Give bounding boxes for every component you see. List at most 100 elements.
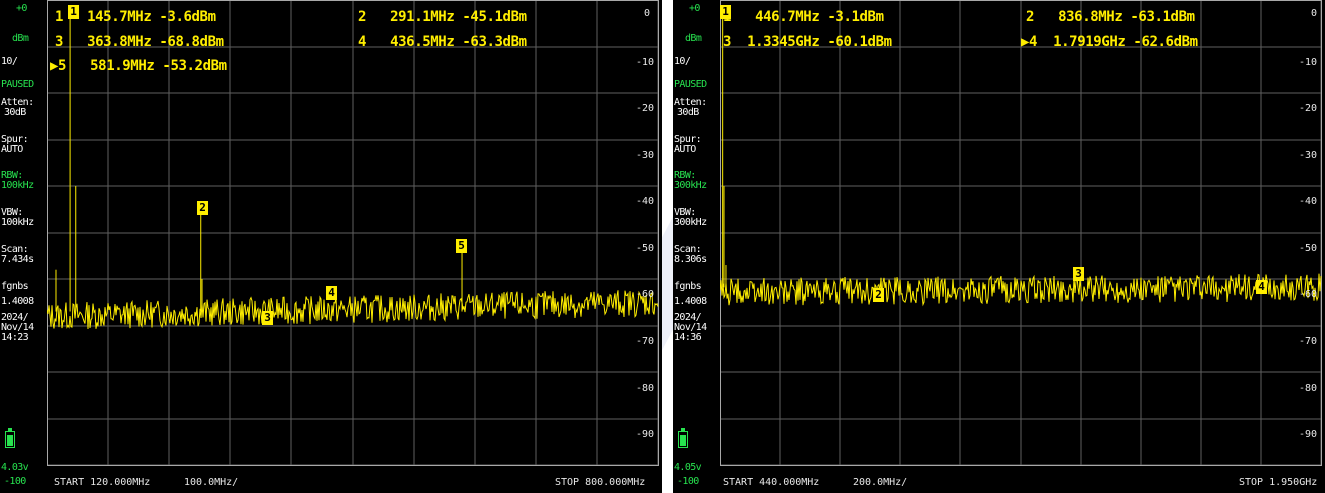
trace-marker-4[interactable]: 4 xyxy=(326,286,337,300)
date-year: 2024/ xyxy=(1,312,29,323)
date-month-day: Nov/14 xyxy=(674,322,707,333)
trace-marker-2[interactable]: 2 xyxy=(873,288,884,302)
start-frequency[interactable]: START 440.000MHz xyxy=(723,477,820,488)
marker-frequency: 1.7919GHz xyxy=(1053,34,1126,50)
spectrum-plot[interactable] xyxy=(47,0,659,466)
marker-readout-2[interactable]: 2 836.8MHz -63.1dBm xyxy=(1026,9,1195,25)
trace-marker-1[interactable]: 1 xyxy=(720,5,731,19)
marker-frequency: 581.9MHz xyxy=(90,58,155,74)
marker-readout-3[interactable]: 3 1.3345GHz -60.1dBm xyxy=(723,34,892,50)
atten-label[interactable]: Atten: xyxy=(674,97,707,108)
spur-label[interactable]: Spur: xyxy=(1,134,29,145)
marker-level: -60.1dBm xyxy=(827,34,892,50)
scan-value: 8.306s xyxy=(674,254,707,265)
scale-per-div[interactable]: 10/ xyxy=(674,56,691,67)
pause-status[interactable]: PAUSED xyxy=(674,79,707,90)
ref-level[interactable]: +0 xyxy=(16,3,27,14)
marker-readout-4[interactable]: ▶4 1.7919GHz -62.6dBm xyxy=(1021,34,1198,50)
db-scale-label: -90 xyxy=(1298,429,1317,440)
trace-marker-5[interactable]: 5 xyxy=(456,239,467,253)
marker-level: -53.2dBm xyxy=(162,58,227,74)
stop-frequency[interactable]: STOP 800.000MHz xyxy=(555,477,646,488)
marker-readout-1[interactable]: 1 446.7MHz -3.1dBm xyxy=(723,9,884,25)
spectrum-screen-left: +0 dBm 10/ PAUSED Atten: 30dB Spur: AUTO… xyxy=(0,0,662,493)
ref-unit: dBm xyxy=(685,33,702,44)
atten-label[interactable]: Atten: xyxy=(1,97,34,108)
firmware-label: fgnbs xyxy=(674,281,702,292)
ref-level[interactable]: +0 xyxy=(689,3,700,14)
marker-level: -3.6dBm xyxy=(159,9,216,25)
marker-level: -63.3dBm xyxy=(462,34,527,50)
firmware-label: fgnbs xyxy=(1,281,29,292)
bottom-level: -100 xyxy=(677,476,699,487)
marker-frequency: 145.7MHz xyxy=(87,9,152,25)
clock-time: 14:23 xyxy=(1,332,29,343)
plot-border xyxy=(720,0,1322,466)
marker-number: 2 xyxy=(358,9,367,25)
marker-number: 1 xyxy=(55,9,64,25)
db-scale-label: -20 xyxy=(1298,103,1317,114)
active-marker-arrow-icon: ▶ xyxy=(50,58,59,74)
marker-number: 5 xyxy=(58,58,67,74)
vbw-label[interactable]: VBW: xyxy=(674,207,696,218)
pause-status[interactable]: PAUSED xyxy=(1,79,34,90)
trace-marker-3[interactable]: 3 xyxy=(1073,267,1084,281)
db-scale-label: -80 xyxy=(635,383,654,394)
db-scale-label: -40 xyxy=(635,196,654,207)
scan-value: 7.434s xyxy=(1,254,34,265)
battery-icon xyxy=(5,428,15,448)
marker-number: 3 xyxy=(723,34,732,50)
marker-readout-2[interactable]: 2 291.1MHz -45.1dBm xyxy=(358,9,527,25)
marker-frequency: 363.8MHz xyxy=(87,34,152,50)
trace-marker-3[interactable]: 3 xyxy=(262,311,273,325)
marker-level: -68.8dBm xyxy=(159,34,224,50)
date-month-day: Nov/14 xyxy=(1,322,34,333)
db-scale-label: -70 xyxy=(1298,336,1317,347)
ref-unit: dBm xyxy=(12,33,29,44)
scan-label[interactable]: Scan: xyxy=(1,244,29,255)
spectrum-trace xyxy=(47,290,659,330)
trace-marker-1[interactable]: 1 xyxy=(68,5,79,19)
frequency-per-div[interactable]: 200.0MHz/ xyxy=(853,477,908,488)
spur-label[interactable]: Spur: xyxy=(674,134,702,145)
spur-value: AUTO xyxy=(674,144,696,155)
marker-readout-3[interactable]: 3 363.8MHz -68.8dBm xyxy=(55,34,224,50)
rbw-label[interactable]: RBW: xyxy=(1,170,23,181)
marker-number: 4 xyxy=(358,34,367,50)
start-frequency[interactable]: START 120.000MHz xyxy=(54,477,151,488)
vbw-label[interactable]: VBW: xyxy=(1,207,23,218)
marker-level: -63.1dBm xyxy=(1130,9,1195,25)
marker-frequency: 436.5MHz xyxy=(390,34,455,50)
bottom-level: -100 xyxy=(4,476,26,487)
marker-number: 2 xyxy=(1026,9,1035,25)
frequency-per-div[interactable]: 100.0MHz/ xyxy=(184,477,239,488)
date-year: 2024/ xyxy=(674,312,702,323)
marker-number: 3 xyxy=(55,34,64,50)
active-marker-arrow-icon: ▶ xyxy=(1021,34,1030,50)
scan-label[interactable]: Scan: xyxy=(674,244,702,255)
spectrum-plot[interactable] xyxy=(720,0,1322,466)
db-scale-label: -80 xyxy=(1298,383,1317,394)
sidebar: +0 dBm 10/ PAUSED Atten: 30dB Spur: AUTO… xyxy=(673,0,720,493)
marker-readout-5[interactable]: ▶5 581.9MHz -53.2dBm xyxy=(50,58,227,74)
db-scale-label: 0 xyxy=(1310,8,1317,19)
db-scale-label: -70 xyxy=(635,336,654,347)
spectrum-grid xyxy=(47,0,659,466)
marker-readout-4[interactable]: 4 436.5MHz -63.3dBm xyxy=(358,34,527,50)
rbw-value: 300kHz xyxy=(674,180,707,191)
db-scale-label: -40 xyxy=(1298,196,1317,207)
db-scale-label: -10 xyxy=(635,57,654,68)
scale-per-div[interactable]: 10/ xyxy=(1,56,18,67)
spectrum-grid xyxy=(720,0,1322,466)
marker-level: -62.6dBm xyxy=(1133,34,1198,50)
marker-frequency: 836.8MHz xyxy=(1058,9,1123,25)
rbw-label[interactable]: RBW: xyxy=(674,170,696,181)
battery-icon xyxy=(678,428,688,448)
marker-readout-1[interactable]: 1 145.7MHz -3.6dBm xyxy=(55,9,216,25)
battery-voltage: 4.05v xyxy=(674,462,702,473)
db-scale-label: 0 xyxy=(643,8,650,19)
stop-frequency[interactable]: STOP 1.950GHz xyxy=(1239,477,1318,488)
trace-marker-2[interactable]: 2 xyxy=(197,201,208,215)
trace-marker-4[interactable]: 4 xyxy=(1256,280,1267,294)
battery-voltage: 4.03v xyxy=(1,462,29,473)
